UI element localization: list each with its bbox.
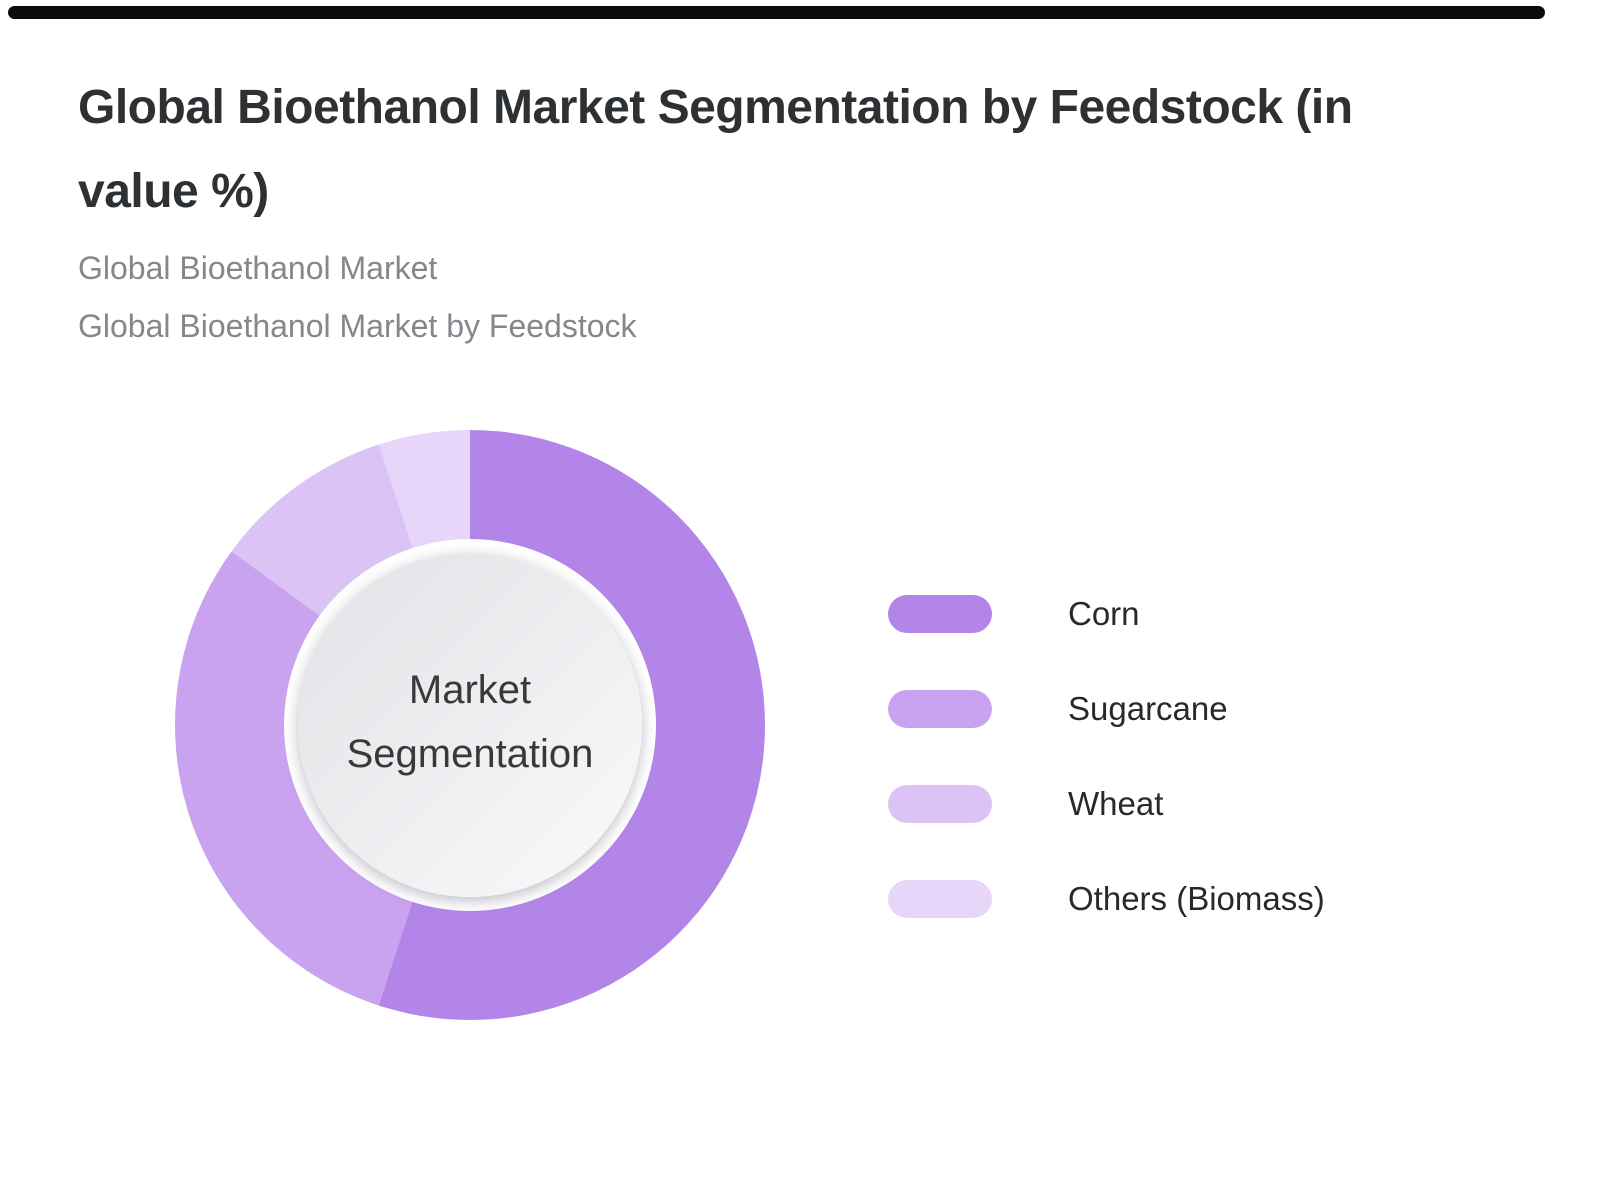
legend-label-others-biomass: Others (Biomass) xyxy=(1068,880,1325,917)
legend-label-sugarcane: Sugarcane xyxy=(1068,690,1228,727)
legend-swatch-corn xyxy=(888,595,992,633)
donut-hole: Market Segmentation xyxy=(284,539,656,911)
legend-label-wheat: Wheat xyxy=(1068,785,1164,822)
legend: Corn Sugarcane Wheat Others (Biomass) xyxy=(888,595,1325,918)
legend-item-sugarcane: Sugarcane xyxy=(888,690,1325,728)
page-title-line1: Global Bioethanol Market Segmentation by… xyxy=(78,81,1353,134)
donut-center-disc: Market Segmentation xyxy=(298,553,642,897)
legend-swatch-sugarcane xyxy=(888,690,992,728)
legend-swatch-others-biomass xyxy=(888,880,992,918)
legend-swatch-wheat xyxy=(888,785,992,823)
legend-item-wheat: Wheat xyxy=(888,785,1325,823)
top-accent-bar xyxy=(8,6,1545,19)
page-title-line2: value %) xyxy=(78,165,269,218)
legend-label-corn: Corn xyxy=(1068,595,1140,632)
subtitle-feedstock: Global Bioethanol Market by Feedstock xyxy=(78,308,637,344)
center-label-line2: Segmentation xyxy=(346,732,594,776)
donut-center-label: Market Segmentation xyxy=(347,658,594,786)
page-title: Global Bioethanol Market Segmentation by… xyxy=(78,66,1478,234)
donut-chart: Market Segmentation xyxy=(175,430,765,1020)
legend-item-others-biomass: Others (Biomass) xyxy=(888,880,1325,918)
legend-item-corn: Corn xyxy=(888,595,1325,633)
subtitle-market: Global Bioethanol Market xyxy=(78,250,438,286)
center-label-line1: Market xyxy=(408,668,532,712)
